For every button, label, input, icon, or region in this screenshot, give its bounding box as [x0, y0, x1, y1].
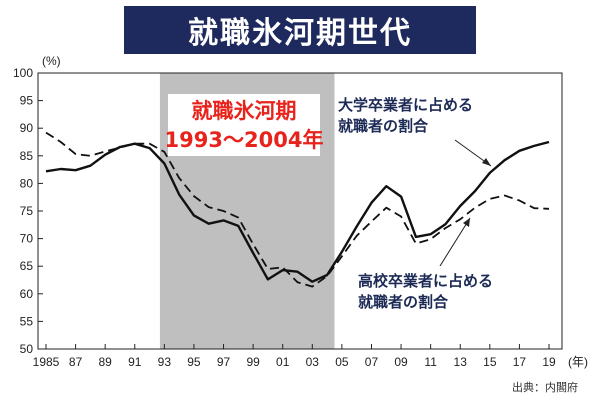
band-label-title: 就職氷河期	[192, 99, 297, 123]
y-tick-label: 60	[20, 287, 34, 301]
annotation-highschool-line1: 高校卒業者に占める	[358, 272, 493, 290]
annotation-highschool-line2: 就職者の割合	[358, 293, 449, 311]
x-tick-label: 97	[217, 355, 231, 369]
annotation-university-line1: 大学卒業者に占める	[338, 96, 473, 114]
x-tick-label: 03	[306, 355, 320, 369]
x-tick-label: 87	[69, 355, 83, 369]
annotation-university-arrowhead	[482, 158, 491, 166]
y-tick-label: 70	[20, 232, 34, 246]
x-tick-label: 99	[246, 355, 260, 369]
x-tick-label: 19	[542, 355, 556, 369]
series-line-highschool	[45, 131, 550, 288]
source-note: 出典：内閣府	[512, 381, 578, 394]
x-tick-label: 11	[424, 355, 437, 369]
y-tick-label: 85	[20, 149, 34, 163]
page-title: 就職氷河期世代	[188, 16, 412, 51]
x-tick-label: 05	[335, 355, 349, 369]
y-tick-label: 100	[13, 66, 33, 80]
x-axis-unit: (年)	[568, 355, 588, 369]
annotation-university-line2: 就職者の割合	[338, 117, 429, 135]
y-tick-label: 90	[20, 121, 34, 135]
y-tick-label: 75	[20, 204, 34, 218]
y-tick-label: 65	[20, 259, 34, 273]
x-tick-label: 01	[276, 355, 290, 369]
x-tick-label: 07	[365, 355, 379, 369]
y-tick-label: 55	[20, 314, 34, 328]
x-tick-label: 15	[483, 355, 497, 369]
band-label-box	[168, 94, 320, 156]
x-tick-label: 13	[454, 355, 468, 369]
y-tick-label: 50	[20, 342, 34, 356]
x-tick-label: 1985	[33, 355, 60, 369]
y-axis-unit: (%)	[42, 54, 61, 68]
x-tick-label: 89	[98, 355, 112, 369]
annotation-highschool-arrowhead	[463, 218, 470, 227]
title-banner: 就職氷河期世代	[124, 6, 476, 54]
x-tick-label: 17	[513, 355, 527, 369]
y-tick-label: 95	[20, 94, 34, 108]
band-label-years: 1993～2004年	[165, 128, 324, 152]
x-tick-label: 09	[394, 355, 408, 369]
x-tick-label: 93	[158, 355, 172, 369]
y-tick-label: 80	[20, 176, 34, 190]
x-tick-label: 95	[187, 355, 201, 369]
x-tick-label: 91	[128, 355, 142, 369]
annotation-highschool-arrow	[439, 217, 471, 267]
